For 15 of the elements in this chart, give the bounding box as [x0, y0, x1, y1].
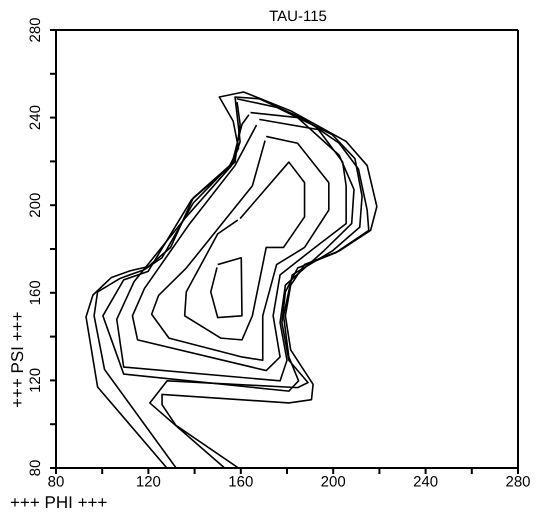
y-tick-label: 120 — [27, 368, 44, 393]
y-axis-title: +++ PSI +++ — [8, 312, 28, 408]
y-tick-label: 160 — [27, 280, 44, 306]
x-tick-label: 80 — [48, 474, 64, 491]
x-tick-label: 200 — [320, 474, 346, 491]
x-tick-label: 120 — [136, 474, 161, 491]
y-tick-label: 240 — [27, 105, 44, 130]
x-axis-title: +++ PHI +++ — [10, 493, 108, 513]
x-tick-label: 280 — [505, 474, 531, 491]
y-tick-label: 200 — [27, 192, 44, 218]
x-tick-label: 240 — [413, 474, 438, 491]
x-tick-label: 160 — [228, 474, 254, 491]
y-tick-label: 80 — [27, 460, 44, 476]
y-tick-label: 280 — [27, 17, 44, 43]
chart-title: TAU-115 — [268, 8, 328, 25]
